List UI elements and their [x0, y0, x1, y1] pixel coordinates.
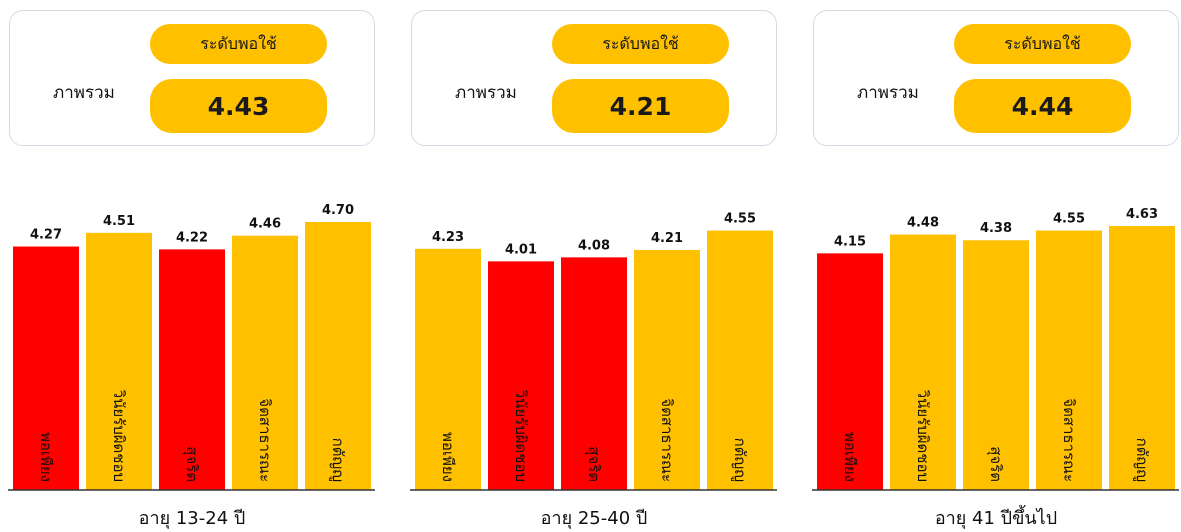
category-label: พอเพียง [439, 432, 457, 482]
bar [13, 246, 79, 490]
summary-card: ภาพรวม ระดับพอใช้ 4.44 [813, 10, 1179, 146]
category-label: จิตสาธารณะ [1060, 398, 1078, 482]
data-label: 4.01 [505, 242, 537, 257]
data-label: 4.08 [578, 238, 610, 253]
category-label: กตัญญู [1133, 438, 1151, 482]
bar [707, 230, 773, 490]
data-label: 4.46 [249, 217, 281, 232]
data-label: 4.48 [907, 216, 939, 231]
category-label: กตัญญู [731, 438, 749, 482]
category-label: กตัญญู [329, 438, 347, 482]
category-label: วินัยรับผิดชอบ [914, 389, 932, 482]
bar [817, 253, 883, 490]
category-label: วินัยรับผิดชอบ [110, 389, 128, 482]
summary-card: ภาพรวม ระดับพอใช้ 4.43 [9, 10, 375, 146]
bar-chart: 4.27 พอเพียง 4.51 วินัยรับผิดชอบ 4.22 สุจริต 4… [8, 203, 375, 491]
level-badge: ระดับพอใช้ [954, 24, 1131, 64]
bar [232, 235, 298, 490]
data-label: 4.38 [980, 221, 1012, 236]
overall-score: 4.43 [150, 79, 327, 133]
data-label: 4.55 [724, 212, 756, 227]
bar [159, 249, 225, 490]
age-group-label: อายุ 25-40 ปี [540, 508, 648, 529]
category-label: วินัยรับผิดชอบ [512, 389, 530, 482]
category-label: สุจริต [986, 446, 1005, 482]
data-label: 4.27 [30, 228, 62, 243]
category-label: จิตสาธารณะ [256, 398, 274, 482]
bar [890, 234, 956, 490]
data-label: 4.63 [1126, 207, 1158, 222]
bar [488, 261, 554, 490]
level-badge: ระดับพอใช้ [552, 24, 729, 64]
bar [963, 240, 1029, 490]
bar-chart: 4.15 พอเพียง 4.48 วินัยรับผิดชอบ 4.38 สุจริต 4… [812, 207, 1179, 491]
data-label: 4.22 [176, 230, 208, 245]
panel-age-41-plus: ภาพรวม ระดับพอใช้ 4.44 4.15 พอเพียง 4.48 วิ… [804, 0, 1179, 529]
bar [305, 222, 371, 490]
bar [86, 232, 152, 490]
panel-age-25-40: ภาพรวม ระดับพอใช้ 4.21 4.23 พอเพียง 4.01 วิ… [402, 0, 777, 529]
data-label: 4.70 [322, 203, 354, 218]
bar [1036, 230, 1102, 490]
overall-score: 4.21 [552, 79, 729, 133]
data-label: 4.15 [834, 234, 866, 249]
level-badge: ระดับพอใช้ [150, 24, 327, 64]
summary-card: ภาพรวม ระดับพอใช้ 4.21 [411, 10, 777, 146]
bar [634, 249, 700, 490]
overall-label: ภาพรวม [53, 83, 115, 103]
bar [415, 248, 481, 490]
category-label: พอเพียง [37, 432, 55, 482]
data-label: 4.51 [103, 214, 135, 229]
category-label: สุจริต [182, 446, 201, 482]
overall-score: 4.44 [954, 79, 1131, 133]
data-label: 4.23 [432, 230, 464, 245]
category-label: จิตสาธารณะ [658, 398, 676, 482]
data-label: 4.55 [1053, 212, 1085, 227]
bar [1109, 225, 1175, 490]
category-label: สุจริต [584, 446, 603, 482]
bar-chart: 4.23 พอเพียง 4.01 วินัยรับผิดชอบ 4.08 สุจริต 4… [410, 212, 777, 491]
age-group-label: อายุ 41 ปีขึ้นไป [934, 508, 1058, 529]
category-label: พอเพียง [841, 432, 859, 482]
overall-label: ภาพรวม [455, 83, 517, 103]
overall-label: ภาพรวม [857, 83, 919, 103]
panel-age-13-24: ภาพรวม ระดับพอใช้ 4.43 4.27 พอเพียง 4.51 วิ… [0, 0, 375, 529]
age-group-label: อายุ 13-24 ปี [138, 508, 246, 529]
data-label: 4.21 [651, 231, 683, 246]
bar [561, 257, 627, 490]
